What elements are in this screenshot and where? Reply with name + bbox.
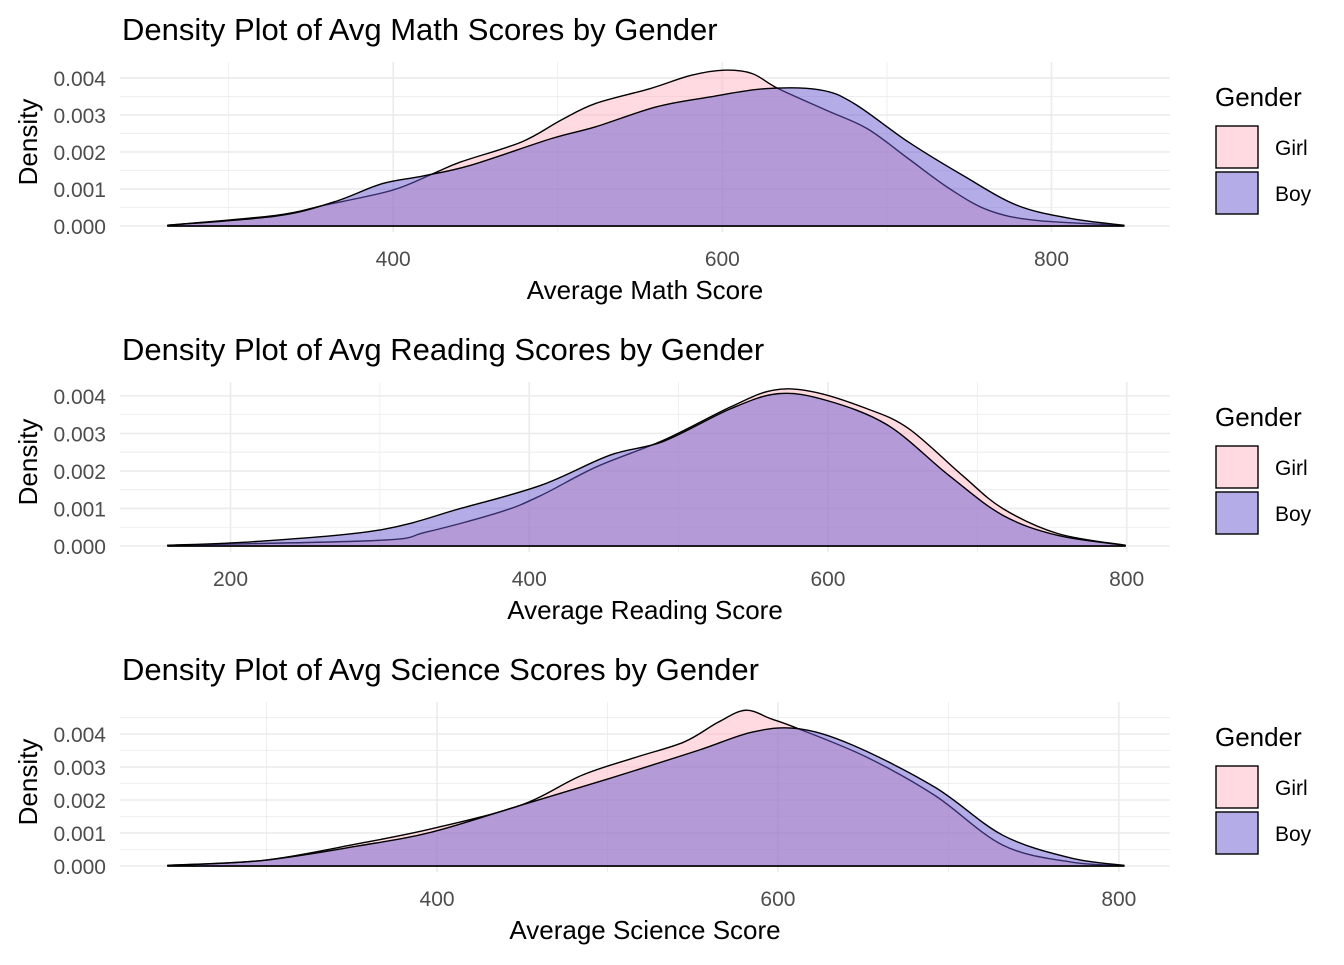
chart-panel-3: 400 600 800 0.000 0.001 0.002 0.003 0.004 Densit… xyxy=(13,652,1312,945)
y-tick-label: 0.003 xyxy=(53,757,106,780)
legend-label: Girl xyxy=(1275,137,1308,160)
legend-label: Boy xyxy=(1275,503,1312,526)
legend-key-girl xyxy=(1215,125,1259,169)
density-area-boy xyxy=(167,87,1125,227)
legend-label: Boy xyxy=(1275,823,1312,846)
legend-label: Girl xyxy=(1275,457,1308,480)
x-axis-title: Average Math Score xyxy=(527,275,764,305)
y-tick-label: 0.004 xyxy=(53,724,106,747)
x-tick-label: 400 xyxy=(512,568,547,591)
x-tick-label: 400 xyxy=(420,888,455,911)
y-axis-title: Density xyxy=(13,419,43,506)
y-tick-label: 0.004 xyxy=(53,68,106,91)
y-tick-label: 0.003 xyxy=(53,105,106,128)
chart-title: Density Plot of Avg Math Scores by Gende… xyxy=(122,12,718,47)
x-tick-label: 600 xyxy=(760,888,795,911)
x-tick-label: 400 xyxy=(376,248,411,271)
y-tick-label: 0.000 xyxy=(53,856,106,879)
y-tick-label: 0.000 xyxy=(53,216,106,239)
legend-key-boy xyxy=(1215,171,1259,215)
chart-title: Density Plot of Avg Science Scores by Ge… xyxy=(122,652,759,687)
x-tick-label: 800 xyxy=(1109,568,1144,591)
chart-title: Density Plot of Avg Reading Scores by Ge… xyxy=(122,332,764,367)
y-tick-label: 0.001 xyxy=(53,823,106,846)
y-tick-label: 0.002 xyxy=(53,790,106,813)
y-tick-label: 0.001 xyxy=(53,179,106,202)
legend-title: Gender xyxy=(1215,402,1302,432)
legend-title: Gender xyxy=(1215,722,1302,752)
x-tick-label: 600 xyxy=(810,568,845,591)
legend-key-boy xyxy=(1215,811,1259,855)
x-axis-title: Average Reading Score xyxy=(507,595,783,625)
y-tick-label: 0.001 xyxy=(53,498,106,521)
y-tick-label: 0.000 xyxy=(53,536,106,559)
legend-label: Boy xyxy=(1275,183,1312,206)
legend-key-girl xyxy=(1215,765,1259,809)
y-tick-label: 0.002 xyxy=(53,142,106,165)
density-area-boy xyxy=(167,392,1126,547)
chart-panel-1: 400 600 800 0.000 0.001 0.002 0.003 0.004 Densit… xyxy=(13,12,1312,305)
legend-key-girl xyxy=(1215,445,1259,489)
y-tick-label: 0.002 xyxy=(53,461,106,484)
x-tick-label: 600 xyxy=(705,248,740,271)
legend-label: Girl xyxy=(1275,777,1308,800)
density-area-boy xyxy=(167,727,1125,867)
legend: Gender Girl Boy xyxy=(1215,722,1312,855)
y-tick-label: 0.003 xyxy=(53,423,106,446)
legend-title: Gender xyxy=(1215,82,1302,112)
y-axis-title: Density xyxy=(13,99,43,186)
legend: Gender Girl Boy xyxy=(1215,402,1312,535)
legend: Gender Girl Boy xyxy=(1215,82,1312,215)
x-tick-label: 800 xyxy=(1101,888,1136,911)
x-axis-title: Average Science Score xyxy=(509,915,780,945)
chart-panel-2: 200 400 600 800 0.000 0.001 0.002 0.003 0.004 Den… xyxy=(13,332,1312,625)
y-axis-title: Density xyxy=(13,739,43,826)
x-tick-label: 800 xyxy=(1034,248,1069,271)
x-tick-label: 200 xyxy=(213,568,248,591)
y-tick-label: 0.004 xyxy=(53,386,106,409)
legend-key-boy xyxy=(1215,491,1259,535)
